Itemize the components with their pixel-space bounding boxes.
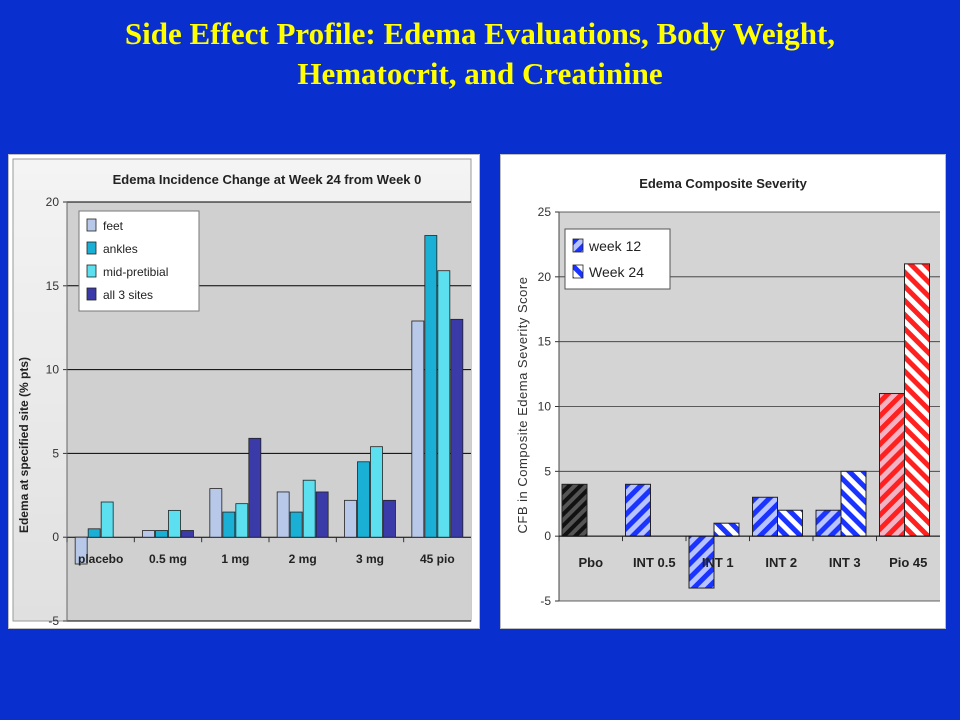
bar-feet: [344, 499, 357, 538]
legend-label: ankles: [103, 242, 138, 256]
x-category-label: INT 0.5: [633, 555, 676, 570]
slide-title-line2: Hematocrit, and Creatinine: [297, 56, 663, 91]
bar-mid-pretibial: [437, 270, 451, 538]
edema-incidence-chart-panel: Edema Incidence Change at Week 24 from W…: [8, 154, 480, 629]
legend-label: feet: [103, 219, 124, 233]
bar-mid-pretibial: [100, 501, 114, 538]
chart-title: Edema Composite Severity: [639, 176, 807, 191]
legend-swatch: [572, 238, 584, 253]
bar-ankles: [222, 511, 236, 538]
x-category-label: 1 mg: [221, 552, 249, 566]
bar-feet: [142, 530, 155, 538]
bar-week-24: [777, 509, 803, 537]
bar-mid-pretibial: [302, 479, 316, 538]
y-tick-label: 10: [46, 363, 60, 377]
x-category-label: Pio 45: [889, 555, 927, 570]
y-tick-label: 0: [544, 529, 551, 543]
x-category-label: 2 mg: [289, 552, 317, 566]
bar-week-12: [815, 509, 842, 537]
legend-swatch: [86, 241, 97, 255]
bar-week-12: [688, 535, 715, 589]
bar-all-3-sites: [181, 530, 194, 538]
legend-label: Week 24: [589, 264, 644, 280]
chart-title: Edema Incidence Change at Week 24 from W…: [113, 172, 422, 187]
x-category-label: 0.5 mg: [149, 552, 187, 566]
y-tick-label: -5: [48, 614, 59, 628]
y-tick-label: 5: [544, 464, 551, 478]
bar-feet: [74, 536, 88, 565]
bar-all-3-sites: [248, 437, 262, 538]
legend-box: [78, 210, 200, 312]
bar-week-24: [904, 263, 930, 537]
x-category-label: 3 mg: [356, 552, 384, 566]
slide-title-line1: Side Effect Profile: Edema Evaluations, …: [124, 16, 836, 51]
y-tick-label: 15: [538, 335, 552, 349]
y-tick-label: 20: [46, 195, 60, 209]
bar-week-12: [879, 393, 905, 537]
bar-ankles: [87, 528, 101, 538]
x-category-label: INT 1: [702, 555, 734, 570]
legend-swatch: [86, 287, 97, 301]
bar-all-3-sites: [450, 318, 464, 538]
bar-week-24: [713, 522, 740, 537]
legend-label: all 3 sites: [103, 288, 153, 302]
y-tick-label: -5: [540, 594, 551, 608]
edema-incidence-chart: Edema Incidence Change at Week 24 from W…: [12, 158, 472, 628]
slide-title: Side Effect Profile: Edema Evaluations, …: [0, 14, 960, 94]
y-axis-label: Edema at specified site (% pts): [17, 357, 31, 533]
bar-feet: [209, 488, 223, 538]
bar-ankles: [289, 511, 303, 538]
bar-feet: [411, 320, 425, 538]
bar-ankles: [357, 461, 370, 538]
bar-week-12: [752, 496, 778, 537]
bar-ankles: [155, 530, 168, 538]
bar-week-24: [840, 470, 867, 537]
legend-swatch: [86, 264, 97, 278]
legend-label: mid-pretibial: [103, 265, 168, 279]
y-tick-label: 20: [538, 270, 552, 284]
bar-mid-pretibial: [168, 509, 181, 538]
legend-swatch: [572, 264, 584, 279]
x-category-label: Pbo: [578, 555, 603, 570]
x-category-label: placebo: [78, 552, 123, 566]
bar-week-12: [625, 483, 651, 537]
legend-label: week 12: [588, 238, 641, 254]
bar-all-3-sites: [383, 499, 396, 538]
bar-ankles: [424, 235, 438, 538]
bar-all-3-sites: [315, 491, 329, 538]
y-tick-label: 10: [538, 400, 552, 414]
edema-severity-chart-panel: Edema Composite Severity -5 0 5 10 15 20 25 Pbo…: [500, 154, 946, 629]
x-category-label: INT 2: [765, 555, 797, 570]
bar-mid-pretibial: [235, 503, 249, 538]
bar-feet: [276, 491, 290, 538]
legend-swatch: [86, 218, 97, 232]
y-tick-label: 15: [46, 279, 60, 293]
y-tick-label: 0: [52, 530, 59, 544]
x-category-label: 45 pio: [420, 552, 455, 566]
edema-severity-chart: Edema Composite Severity -5 0 5 10 15 20 25 Pbo…: [515, 176, 940, 608]
x-category-label: INT 3: [829, 555, 861, 570]
y-tick-label: 5: [52, 446, 59, 460]
bar-week-12: [561, 483, 588, 537]
y-tick-label: 25: [538, 205, 552, 219]
y-axis-label: CFB in Composite Edema Severity Score: [515, 277, 530, 534]
bar-mid-pretibial: [370, 446, 383, 538]
